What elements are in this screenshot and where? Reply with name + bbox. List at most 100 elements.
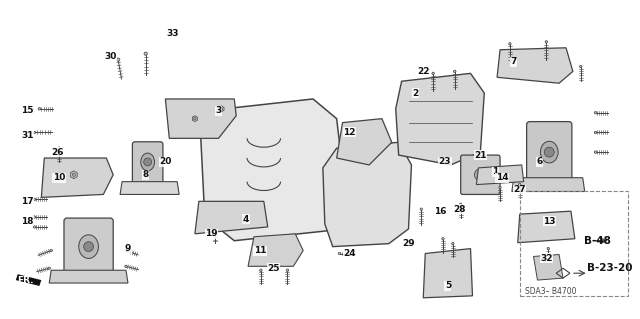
Circle shape — [545, 147, 554, 157]
Polygon shape — [33, 226, 36, 228]
Polygon shape — [594, 131, 597, 134]
Text: 11: 11 — [253, 246, 266, 255]
Polygon shape — [423, 249, 472, 298]
Polygon shape — [16, 274, 42, 286]
Text: 3: 3 — [216, 106, 221, 115]
Polygon shape — [38, 108, 41, 110]
Polygon shape — [50, 249, 52, 252]
Polygon shape — [260, 269, 262, 271]
Polygon shape — [48, 267, 51, 270]
Polygon shape — [213, 230, 216, 232]
Polygon shape — [33, 198, 36, 201]
Text: 24: 24 — [343, 249, 356, 258]
Polygon shape — [432, 72, 435, 75]
Polygon shape — [33, 131, 36, 134]
Text: 16: 16 — [434, 207, 446, 216]
Text: 25: 25 — [268, 264, 280, 273]
Polygon shape — [70, 171, 77, 179]
Circle shape — [220, 108, 223, 110]
Polygon shape — [116, 58, 120, 61]
Text: 14: 14 — [496, 173, 508, 182]
Polygon shape — [248, 234, 303, 266]
Text: 33: 33 — [166, 29, 179, 39]
Polygon shape — [518, 183, 521, 186]
Polygon shape — [165, 99, 236, 138]
Polygon shape — [512, 178, 585, 191]
Polygon shape — [339, 252, 341, 255]
Circle shape — [194, 117, 196, 120]
Polygon shape — [125, 265, 127, 267]
Text: 28: 28 — [453, 205, 466, 214]
Bar — [520, 191, 628, 296]
Circle shape — [474, 169, 486, 181]
Polygon shape — [323, 142, 412, 247]
Polygon shape — [125, 249, 127, 252]
Text: 27: 27 — [513, 185, 526, 194]
Text: 1: 1 — [492, 167, 499, 176]
Text: 7: 7 — [511, 57, 517, 66]
Circle shape — [144, 158, 152, 166]
Polygon shape — [219, 106, 224, 112]
Polygon shape — [460, 203, 462, 205]
Polygon shape — [594, 151, 597, 153]
Polygon shape — [337, 119, 392, 165]
FancyBboxPatch shape — [461, 155, 500, 195]
Circle shape — [84, 242, 93, 252]
Polygon shape — [49, 270, 128, 283]
Text: 29: 29 — [402, 239, 415, 248]
Text: 8: 8 — [143, 170, 149, 179]
Ellipse shape — [141, 153, 154, 171]
Polygon shape — [499, 186, 501, 189]
Polygon shape — [451, 242, 454, 245]
Text: 15: 15 — [21, 106, 34, 115]
Text: 21: 21 — [474, 151, 486, 160]
Polygon shape — [509, 43, 511, 45]
Polygon shape — [545, 41, 548, 43]
Polygon shape — [58, 147, 60, 149]
Polygon shape — [420, 208, 422, 210]
Polygon shape — [120, 182, 179, 195]
Text: 30: 30 — [104, 52, 116, 61]
Polygon shape — [195, 201, 268, 234]
Text: 26: 26 — [51, 148, 63, 157]
Polygon shape — [476, 165, 524, 185]
Polygon shape — [193, 116, 198, 122]
Polygon shape — [286, 269, 289, 271]
FancyBboxPatch shape — [64, 218, 113, 275]
Polygon shape — [518, 211, 575, 243]
Polygon shape — [201, 99, 346, 241]
Text: 17: 17 — [21, 197, 34, 206]
FancyBboxPatch shape — [527, 122, 572, 183]
Text: FR.: FR. — [17, 276, 34, 285]
Polygon shape — [453, 70, 456, 72]
Text: 22: 22 — [417, 67, 429, 76]
Ellipse shape — [540, 141, 558, 163]
Text: B-23-20: B-23-20 — [587, 263, 632, 273]
Text: 18: 18 — [21, 217, 34, 226]
Polygon shape — [396, 73, 484, 165]
Polygon shape — [534, 255, 563, 280]
Text: 20: 20 — [159, 158, 172, 167]
Polygon shape — [442, 238, 444, 240]
Text: 19: 19 — [205, 229, 218, 238]
Text: 10: 10 — [53, 173, 65, 182]
Polygon shape — [594, 112, 597, 114]
Circle shape — [72, 173, 76, 176]
Text: 4: 4 — [243, 215, 249, 224]
Text: SDA3– B4700: SDA3– B4700 — [525, 287, 576, 296]
Text: 13: 13 — [543, 217, 556, 226]
Text: B-48: B-48 — [584, 236, 611, 246]
Text: 5: 5 — [445, 281, 451, 291]
Text: 32: 32 — [540, 254, 552, 263]
Polygon shape — [579, 65, 582, 68]
Ellipse shape — [79, 235, 99, 258]
Text: 2: 2 — [412, 89, 419, 98]
Polygon shape — [144, 52, 147, 55]
Polygon shape — [42, 158, 113, 197]
Text: 9: 9 — [125, 244, 131, 253]
Text: 12: 12 — [343, 128, 356, 137]
Text: 6: 6 — [536, 158, 543, 167]
FancyBboxPatch shape — [132, 142, 163, 184]
Text: 31: 31 — [21, 131, 34, 140]
Polygon shape — [497, 48, 573, 83]
